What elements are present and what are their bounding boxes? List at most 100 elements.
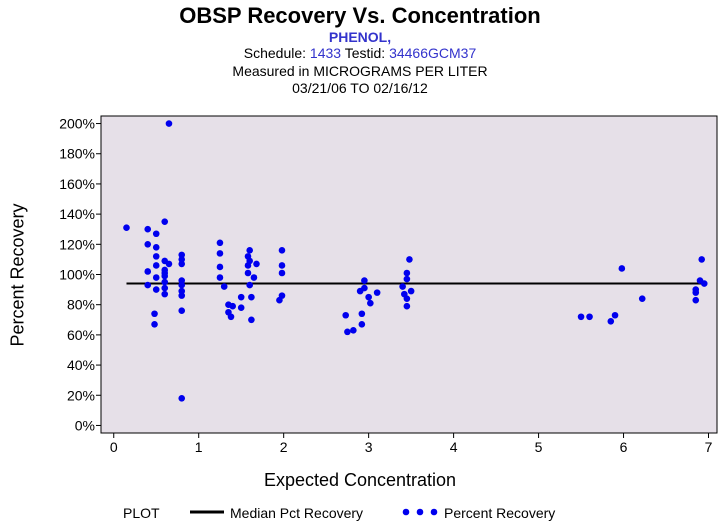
y-tick-label: 100% bbox=[59, 267, 95, 283]
legend-point-marker bbox=[402, 508, 410, 516]
data-point bbox=[358, 321, 366, 328]
units-line: Measured in MICROGRAMS PER LITER bbox=[0, 63, 720, 79]
data-point bbox=[246, 281, 253, 289]
y-tick-label: 180% bbox=[59, 146, 95, 162]
data-point bbox=[246, 257, 253, 265]
data-point bbox=[692, 289, 700, 296]
data-point bbox=[250, 274, 258, 281]
data-point bbox=[151, 321, 158, 328]
data-point bbox=[227, 313, 235, 321]
data-point bbox=[611, 311, 619, 319]
data-point bbox=[278, 269, 286, 277]
data-point bbox=[152, 244, 160, 251]
data-point bbox=[403, 302, 411, 310]
data-point bbox=[178, 287, 186, 295]
data-point bbox=[123, 224, 130, 232]
data-point bbox=[248, 316, 255, 324]
data-point bbox=[361, 277, 368, 284]
data-point bbox=[178, 292, 186, 299]
data-point bbox=[144, 268, 152, 275]
data-point bbox=[358, 310, 366, 318]
data-point bbox=[220, 283, 228, 290]
data-point bbox=[244, 269, 252, 277]
date-range: 03/21/06 TO 02/16/12 bbox=[292, 80, 428, 96]
x-tick-label: 0 bbox=[110, 439, 118, 455]
data-point bbox=[403, 275, 411, 283]
data-point bbox=[577, 313, 585, 321]
data-point bbox=[144, 281, 152, 289]
x-tick-label: 5 bbox=[535, 439, 543, 455]
data-point bbox=[237, 293, 245, 301]
schedule-value: 1433 bbox=[309, 45, 342, 61]
data-point bbox=[278, 292, 286, 299]
y-tick-label: 80% bbox=[67, 297, 95, 313]
legend-point-marker bbox=[430, 508, 438, 516]
data-point bbox=[161, 272, 169, 280]
schedule-label: Schedule: bbox=[243, 45, 307, 61]
data-point bbox=[161, 218, 169, 225]
data-point bbox=[144, 225, 152, 233]
y-tick-label: 140% bbox=[59, 206, 95, 222]
data-point bbox=[161, 290, 169, 298]
legend-plot-label: PLOT bbox=[123, 505, 160, 521]
compound-name: PHENOL, bbox=[328, 29, 392, 45]
data-point bbox=[586, 313, 593, 321]
data-point bbox=[152, 230, 160, 238]
data-point bbox=[152, 274, 160, 281]
data-point bbox=[237, 304, 245, 312]
schedule-line: Schedule: 1433 Testid: 34466GCM37 bbox=[0, 45, 720, 61]
data-point bbox=[253, 260, 260, 268]
data-point bbox=[344, 328, 351, 336]
data-point bbox=[216, 263, 224, 271]
x-axis-label: Expected Concentration bbox=[263, 470, 457, 490]
data-point bbox=[178, 307, 186, 315]
data-point bbox=[178, 281, 186, 289]
x-tick-label: 2 bbox=[280, 439, 288, 455]
data-point bbox=[152, 286, 160, 293]
data-point bbox=[407, 287, 415, 295]
data-point bbox=[161, 278, 169, 286]
data-point bbox=[403, 269, 411, 277]
data-point bbox=[165, 260, 173, 268]
data-point bbox=[246, 247, 253, 254]
data-point bbox=[278, 247, 286, 254]
chart-title: OBSP Recovery Vs. Concentration bbox=[179, 3, 541, 28]
legend-point-marker bbox=[416, 508, 424, 516]
data-point bbox=[698, 256, 706, 263]
data-point bbox=[178, 394, 186, 402]
y-axis-label: Percent Recovery bbox=[7, 203, 28, 347]
data-point bbox=[342, 311, 350, 319]
data-point bbox=[361, 284, 368, 292]
data-point bbox=[248, 293, 255, 301]
y-tick-label: 60% bbox=[67, 327, 95, 343]
testid-value: 34466GCM37 bbox=[389, 45, 477, 61]
data-point bbox=[178, 260, 186, 268]
data-point bbox=[367, 299, 374, 307]
x-tick-label: 7 bbox=[705, 439, 713, 455]
data-point bbox=[700, 280, 708, 287]
data-point bbox=[151, 310, 158, 318]
y-tick-label: 160% bbox=[59, 176, 95, 192]
legend-median-label: Median Pct Recovery bbox=[230, 505, 364, 521]
data-point bbox=[607, 317, 615, 325]
data-point bbox=[399, 283, 406, 290]
data-point bbox=[178, 277, 186, 284]
x-tick-label: 3 bbox=[365, 439, 373, 455]
data-point bbox=[216, 250, 224, 257]
data-point bbox=[178, 251, 186, 259]
data-point bbox=[278, 262, 286, 269]
x-tick-label: 6 bbox=[620, 439, 628, 455]
x-tick-label: 1 bbox=[195, 439, 203, 455]
data-point bbox=[144, 241, 152, 248]
y-tick-label: 20% bbox=[67, 387, 95, 403]
data-point bbox=[229, 302, 236, 310]
y-tick-label: 200% bbox=[59, 116, 95, 132]
data-point bbox=[638, 295, 646, 302]
data-point bbox=[373, 289, 381, 296]
data-point bbox=[216, 274, 224, 281]
y-tick-label: 0% bbox=[75, 417, 95, 433]
data-point bbox=[692, 296, 700, 304]
data-point bbox=[161, 284, 169, 292]
data-point bbox=[350, 327, 357, 334]
